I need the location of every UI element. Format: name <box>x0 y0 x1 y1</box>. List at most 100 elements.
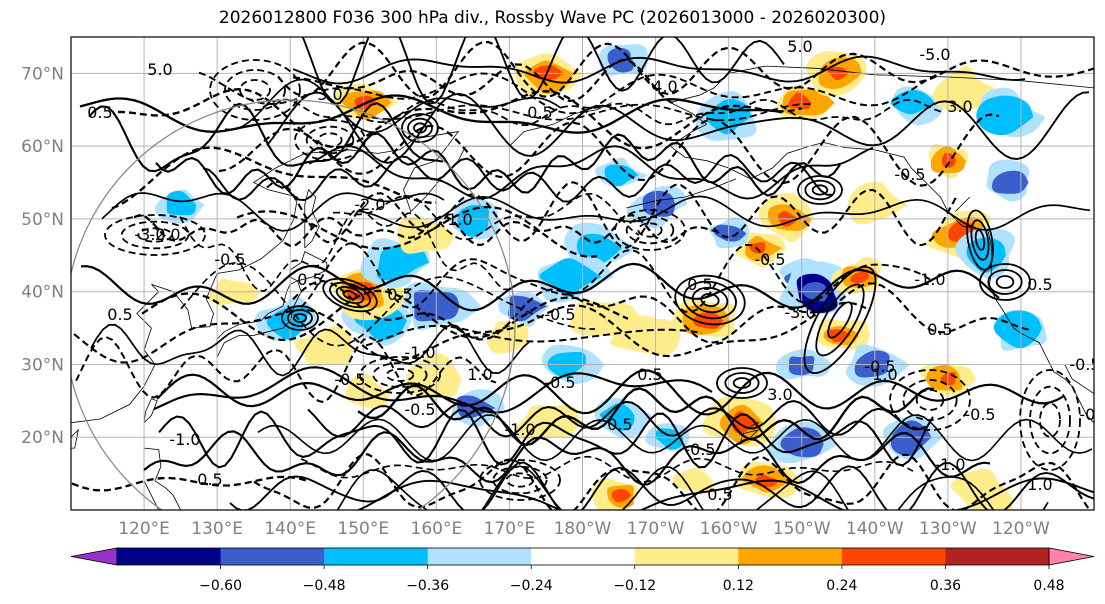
colorbar-extend-max <box>1048 547 1095 566</box>
contour-positive <box>413 122 427 134</box>
colorbar-frame <box>116 547 1050 566</box>
colorbar-segment <box>945 548 1050 565</box>
shade-blob <box>376 244 429 281</box>
contour-negative <box>902 379 958 421</box>
longitude-label: 140°E <box>264 519 316 539</box>
contour-positive <box>257 414 1093 462</box>
shade-blob <box>675 468 712 489</box>
contour-label: 0.5 <box>527 103 552 122</box>
shade-blob <box>539 258 602 297</box>
longitude-label: 170°W <box>627 519 685 539</box>
contour-positive <box>987 269 1023 295</box>
shade-blob <box>655 428 684 450</box>
longitude-label: 130°W <box>919 519 977 539</box>
contour-label: 0.5 <box>197 470 222 489</box>
colorbar-tick-label: −0.60 <box>199 578 242 594</box>
contour-negative <box>236 205 598 258</box>
longitude-label: 150°W <box>773 519 831 539</box>
contour-label: 0.5 <box>927 320 952 339</box>
colorbar-tick-label: 0.48 <box>1033 578 1064 594</box>
contour-positive <box>281 305 319 331</box>
contour-label: -0.5 <box>964 405 995 424</box>
longitude-label: 120°E <box>118 519 170 539</box>
contour-label: -3.0 <box>134 225 165 244</box>
longitude-label: 130°E <box>191 519 243 539</box>
coastline <box>626 178 737 209</box>
colorbar-tick-label: 0.12 <box>723 578 754 594</box>
shade-blob <box>611 488 632 503</box>
contour-positive <box>716 367 768 399</box>
contour-label: -2.0 <box>354 195 385 214</box>
contour-positive <box>307 399 927 438</box>
longitude-label: 120°W <box>992 519 1050 539</box>
shade-blob <box>457 204 490 237</box>
contour-negative <box>915 389 945 411</box>
contour-label: 1.0 <box>1027 475 1052 494</box>
colorbar-segment <box>324 548 429 565</box>
coastline <box>954 196 971 212</box>
contour-positive <box>80 262 1000 312</box>
colorbar-segment <box>738 548 843 565</box>
contour-label: 1.0 <box>447 210 472 229</box>
contour-label: -1.0 <box>504 420 535 439</box>
contour-label: -0.5 <box>864 357 895 376</box>
contour-positive <box>79 94 783 134</box>
contour-negative <box>294 119 366 161</box>
longitude-label: 160°W <box>700 519 758 539</box>
rossby-wave-contours <box>71 37 1094 510</box>
contour-positive <box>357 384 935 447</box>
contour-label: -0.5 <box>754 250 785 269</box>
contour-label: -1.0 <box>934 455 965 474</box>
contour-negative <box>141 289 629 342</box>
contour-label: 1.0 <box>467 365 492 384</box>
coastline <box>289 251 328 282</box>
contour-positive <box>293 313 307 323</box>
contour-positive <box>811 184 829 196</box>
contour-label: -0.5 <box>334 370 365 389</box>
contour-positive <box>329 281 371 309</box>
colorbar-segment <box>220 548 325 565</box>
contour-negative <box>479 459 561 501</box>
latitude-labels: 70°N 60°N 50°N 40°N 30°N 20°N <box>21 64 64 448</box>
contour-positive <box>287 309 313 327</box>
longitude-label: 170°E <box>484 519 536 539</box>
latitude-label: 30°N <box>21 355 64 375</box>
contour-positive <box>979 263 1031 301</box>
contour-label: -0.5 <box>214 250 245 269</box>
contour-positive <box>292 55 1026 85</box>
contour-positive <box>202 153 834 203</box>
contour-negative <box>492 465 548 495</box>
contour-label: 3.0 <box>317 85 342 104</box>
contour-positive <box>674 274 746 326</box>
shade-blob <box>997 173 1020 191</box>
contour-negative <box>137 227 173 243</box>
contour-negative <box>317 132 343 148</box>
contour-positive <box>724 372 760 394</box>
colorbar: −0.60 −0.48 −0.36 −0.24 −0.12 0.12 0.24 0.36 0.4… <box>70 547 1095 594</box>
contour-positive <box>266 91 1090 164</box>
longitude-label: 180°W <box>554 519 612 539</box>
contour-label: -0.5 <box>1069 355 1100 374</box>
contour-positive <box>158 408 934 469</box>
contour-positive <box>155 132 841 197</box>
contour-negative <box>73 301 867 364</box>
longitude-label: 140°W <box>846 519 904 539</box>
shade-blob <box>576 301 625 333</box>
contour-positive <box>143 430 991 486</box>
colorbar-tick-label: −0.24 <box>510 578 553 594</box>
contour-negative <box>372 362 428 388</box>
contour-negative <box>179 208 511 292</box>
shade-blob <box>939 73 990 106</box>
contour-label: -0.5 <box>404 400 435 419</box>
contour-label: -2.0 <box>149 225 180 244</box>
contour-negative <box>614 209 686 251</box>
coastline <box>669 65 1094 125</box>
contour-label: -1.0 <box>404 343 435 362</box>
contour-negative <box>71 475 307 492</box>
contour-label: 0.5 <box>87 103 112 122</box>
contour-positive <box>797 175 843 205</box>
contour-negative <box>120 220 190 250</box>
contour-negative <box>117 88 803 150</box>
contour-positive <box>691 286 729 314</box>
